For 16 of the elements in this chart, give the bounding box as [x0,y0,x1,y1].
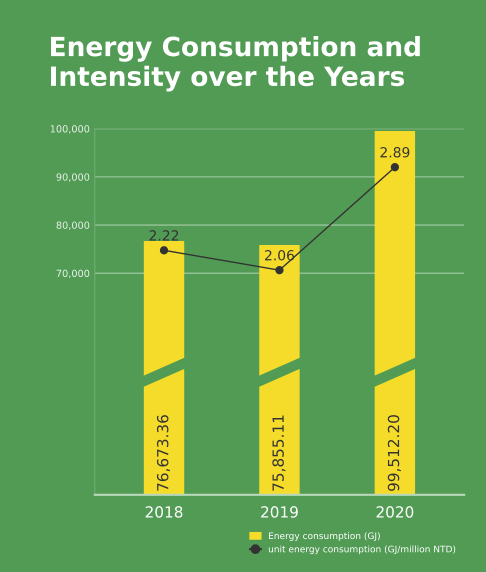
legend-label: unit energy consumption (GJ/million NTD) [268,545,456,554]
data-label: 2.06 [265,250,294,261]
x-tick-label: 2019 [261,506,298,518]
data-label: 76,673.36 [156,415,170,491]
data-label: 2.22 [150,230,178,240]
y-tick-label: 90,000 [56,173,90,182]
legend-label: Energy consumption (GJ) [268,532,380,541]
chart-title: Energy Consumption and Intensity over the Years [51,36,420,92]
y-tick-label: 80,000 [56,222,90,230]
data-label: 75,855.11 [272,416,286,491]
x-tick-label: 2018 [146,506,182,518]
y-tick-label: 100,000 [50,125,90,134]
data-label: 99,512.20 [388,415,401,491]
x-tick-label: 2020 [376,506,414,518]
y-tick-label: 70,000 [56,270,90,278]
data-label: 2.89 [380,147,410,158]
